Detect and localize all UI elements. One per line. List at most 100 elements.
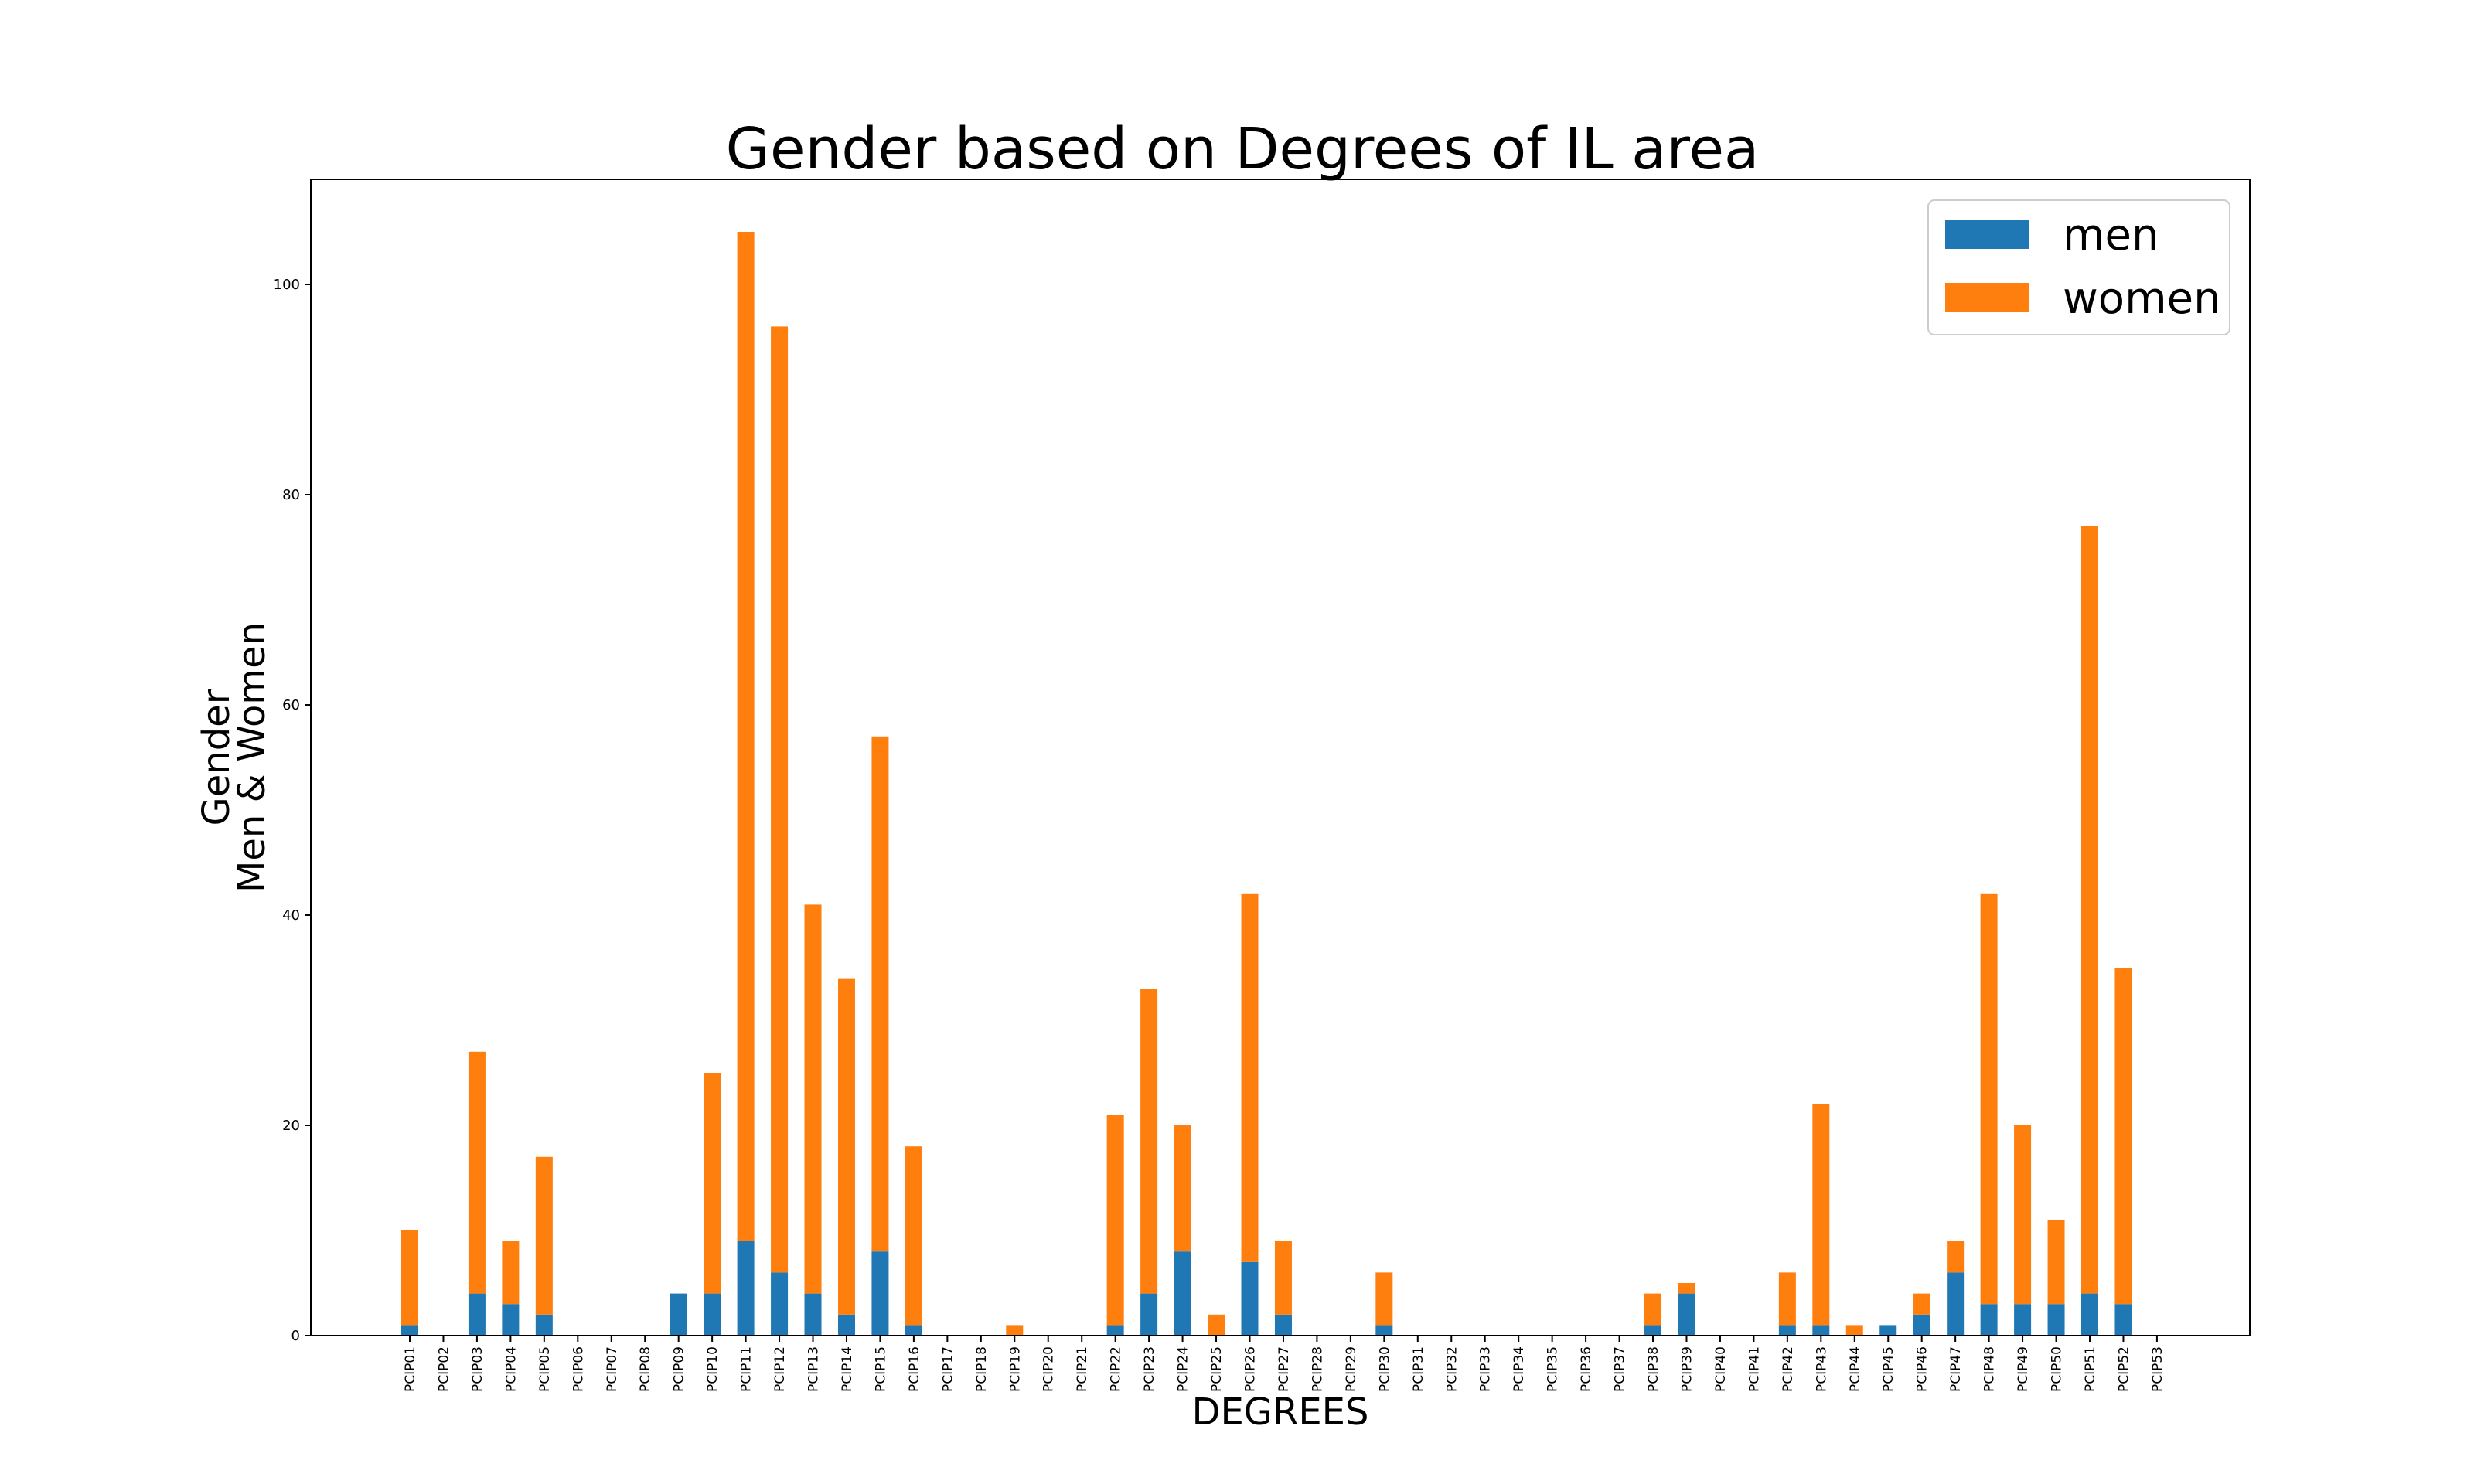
y-axis-label: Gender Men & Women (195, 622, 274, 893)
x-tick-label: PCIP39 (1679, 1346, 1695, 1392)
bar-men-pcip24 (1174, 1251, 1191, 1336)
x-tick-label: PCIP53 (2150, 1346, 2166, 1392)
bar-women-pcip25 (1208, 1314, 1225, 1336)
bar-women-pcip43 (1812, 1104, 1830, 1326)
y-axis-label-line-2: Men & Women (230, 622, 274, 893)
bar-women-pcip38 (1644, 1293, 1662, 1326)
bar-women-pcip49 (2014, 1125, 2032, 1305)
bar-men-pcip51 (2081, 1293, 2098, 1336)
bar-men-pcip14 (837, 1314, 855, 1336)
x-tick-label: PCIP51 (2083, 1346, 2098, 1392)
legend-swatch-women (1945, 283, 2029, 312)
x-tick-label: PCIP02 (436, 1346, 452, 1392)
bars-group (401, 232, 2132, 1336)
x-tick-label: PCIP11 (739, 1346, 755, 1392)
bar-men-pcip52 (2114, 1304, 2132, 1336)
bar-women-pcip51 (2081, 526, 2098, 1294)
x-tick-label: PCIP35 (1545, 1346, 1561, 1392)
bar-women-pcip26 (1241, 893, 1259, 1262)
x-tick-label: PCIP42 (1781, 1346, 1796, 1392)
x-tick-label: PCIP17 (940, 1346, 956, 1392)
bar-women-pcip44 (1845, 1325, 1863, 1336)
x-tick-label: PCIP52 (2116, 1346, 2132, 1392)
x-tick-label: PCIP19 (1007, 1346, 1023, 1392)
x-tick-label: PCIP12 (772, 1346, 788, 1392)
bar-women-pcip46 (1913, 1293, 1930, 1315)
legend-swatch-men (1945, 220, 2029, 249)
bar-women-pcip12 (771, 326, 789, 1273)
x-tick-label: PCIP07 (605, 1346, 620, 1392)
x-tick-label: PCIP46 (1915, 1346, 1930, 1392)
x-tick-label: PCIP26 (1243, 1346, 1259, 1392)
bar-women-pcip47 (1947, 1241, 1965, 1273)
x-tick-label: PCIP14 (840, 1346, 855, 1392)
y-tick-label: 40 (282, 907, 300, 924)
bar-women-pcip10 (704, 1073, 721, 1294)
x-tick-label: PCIP47 (1948, 1346, 1964, 1392)
bar-women-pcip16 (905, 1146, 922, 1326)
bar-men-pcip05 (535, 1314, 553, 1336)
x-tick-label: PCIP03 (470, 1346, 486, 1392)
y-tick-label: 100 (274, 277, 300, 293)
legend: men women (1927, 199, 2230, 335)
x-axis-ticks: PCIP01 PCIP02 PCIP03 PCIP04 PCIP05 PCIP06 PCIP… (403, 1336, 2166, 1392)
bar-men-pcip30 (1375, 1325, 1393, 1336)
bar-women-pcip48 (1980, 893, 1998, 1305)
x-tick-label: PCIP30 (1377, 1346, 1392, 1392)
x-tick-label: PCIP01 (403, 1346, 418, 1392)
bar-men-pcip26 (1241, 1261, 1259, 1336)
bar-men-pcip46 (1913, 1314, 1930, 1336)
bar-women-pcip14 (837, 978, 855, 1315)
bar-women-pcip11 (737, 232, 755, 1241)
bar-men-pcip45 (1879, 1325, 1897, 1336)
x-tick-label: PCIP13 (806, 1346, 822, 1392)
x-axis-label: DEGREES (1192, 1390, 1369, 1434)
x-tick-label: PCIP37 (1613, 1346, 1628, 1392)
x-tick-label: PCIP34 (1511, 1346, 1527, 1392)
x-tick-label: PCIP48 (1982, 1346, 1998, 1392)
y-tick-label: 80 (282, 487, 300, 503)
x-tick-label: PCIP43 (1814, 1346, 1829, 1392)
x-tick-label: PCIP41 (1746, 1346, 1762, 1392)
y-tick-label: 60 (282, 697, 300, 713)
bar-men-pcip03 (468, 1293, 486, 1336)
bar-men-pcip43 (1812, 1325, 1830, 1336)
chart-title: Gender based on Degrees of IL area (726, 116, 1760, 182)
y-tick-label: 20 (282, 1118, 300, 1134)
x-tick-label: PCIP38 (1646, 1346, 1661, 1392)
bar-men-pcip15 (871, 1251, 889, 1336)
bar-women-pcip04 (502, 1241, 520, 1305)
bar-men-pcip22 (1106, 1325, 1124, 1336)
bar-women-pcip03 (468, 1051, 486, 1294)
bar-men-pcip47 (1947, 1272, 1965, 1336)
x-tick-label: PCIP27 (1276, 1346, 1292, 1392)
y-tick-label: 0 (291, 1328, 300, 1344)
x-tick-label: PCIP40 (1713, 1346, 1729, 1392)
x-tick-label: PCIP25 (1209, 1346, 1225, 1392)
x-tick-label: PCIP33 (1478, 1346, 1494, 1392)
bar-men-pcip27 (1274, 1314, 1292, 1336)
bar-women-pcip42 (1778, 1272, 1796, 1326)
x-tick-label: PCIP31 (1411, 1346, 1426, 1392)
x-tick-label: PCIP18 (974, 1346, 990, 1392)
legend-label-women: women (2063, 274, 2221, 324)
bar-men-pcip12 (771, 1272, 789, 1336)
x-tick-label: PCIP21 (1075, 1346, 1090, 1392)
bar-women-pcip05 (535, 1156, 553, 1315)
bar-women-pcip39 (1678, 1283, 1695, 1294)
x-tick-label: PCIP04 (503, 1346, 519, 1392)
x-tick-label: PCIP36 (1579, 1346, 1594, 1392)
y-axis-label-line-1: Gender (195, 689, 238, 825)
x-tick-label: PCIP49 (2016, 1346, 2031, 1392)
bar-men-pcip13 (804, 1293, 822, 1336)
x-tick-label: PCIP50 (2050, 1346, 2065, 1392)
x-tick-label: PCIP44 (1848, 1346, 1863, 1392)
x-tick-label: PCIP29 (1344, 1346, 1359, 1392)
x-tick-label: PCIP06 (571, 1346, 586, 1392)
bar-women-pcip19 (1006, 1325, 1024, 1336)
bar-men-pcip11 (737, 1241, 755, 1336)
x-tick-label: PCIP24 (1176, 1346, 1191, 1392)
x-tick-label: PCIP23 (1142, 1346, 1157, 1392)
bar-women-pcip13 (804, 904, 822, 1294)
